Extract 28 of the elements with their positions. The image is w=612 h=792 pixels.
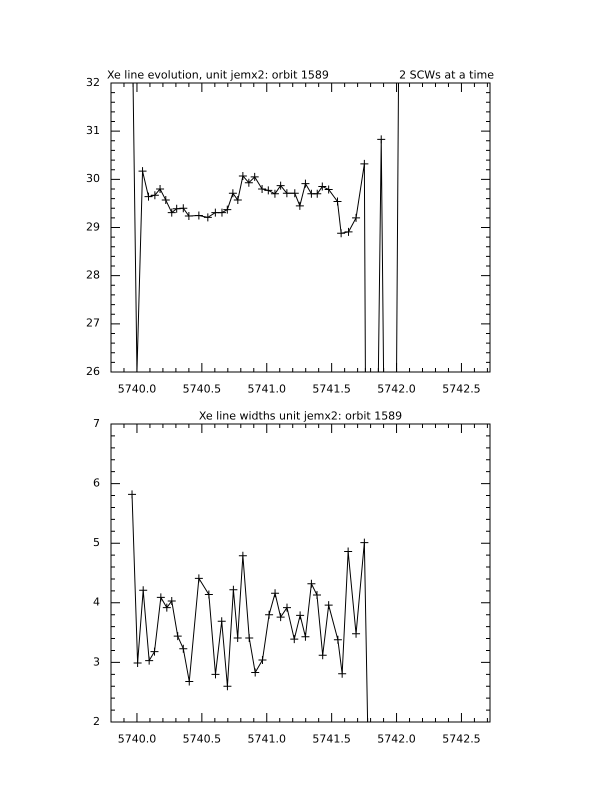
y-tick-label: 32 (86, 76, 100, 89)
x-tick-label: 5740.0 (118, 732, 156, 746)
y-tick-label: 2 (93, 714, 100, 728)
x-tick-label: 5742.0 (377, 732, 416, 746)
y-tick-label: 30 (86, 172, 100, 186)
chart-title: Xe line widths unit jemx2: orbit 1589 (198, 409, 402, 422)
y-tick-label: 6 (93, 476, 100, 490)
y-tick-label: 27 (86, 316, 100, 330)
chart-subtitle: 2 SCWs at a time (399, 68, 494, 82)
x-tick-label: 5742.0 (377, 382, 416, 396)
x-tick-label: 5741.0 (248, 382, 286, 396)
x-tick-label: 5740.5 (182, 382, 222, 396)
y-tick-label: 26 (86, 364, 100, 378)
x-tick-label: 5741.0 (248, 732, 286, 746)
x-tick-label: 5740.5 (182, 732, 222, 746)
y-tick-label: 4 (93, 596, 100, 609)
chart-title: Xe line evolution, unit jemx2: orbit 1589 (107, 68, 329, 82)
y-tick-label: 5 (93, 536, 100, 550)
x-tick-label: 5742.5 (442, 382, 481, 396)
y-tick-label: 28 (86, 268, 100, 282)
y-tick-label: 3 (93, 655, 100, 668)
x-tick-label: 5741.5 (312, 732, 351, 746)
y-tick-label: 7 (93, 416, 100, 430)
x-tick-label: 5741.5 (312, 382, 351, 396)
x-tick-label: 5742.5 (442, 732, 481, 746)
y-tick-label: 31 (86, 124, 100, 138)
x-tick-label: 5740.0 (118, 382, 156, 396)
y-tick-label: 29 (86, 220, 100, 234)
